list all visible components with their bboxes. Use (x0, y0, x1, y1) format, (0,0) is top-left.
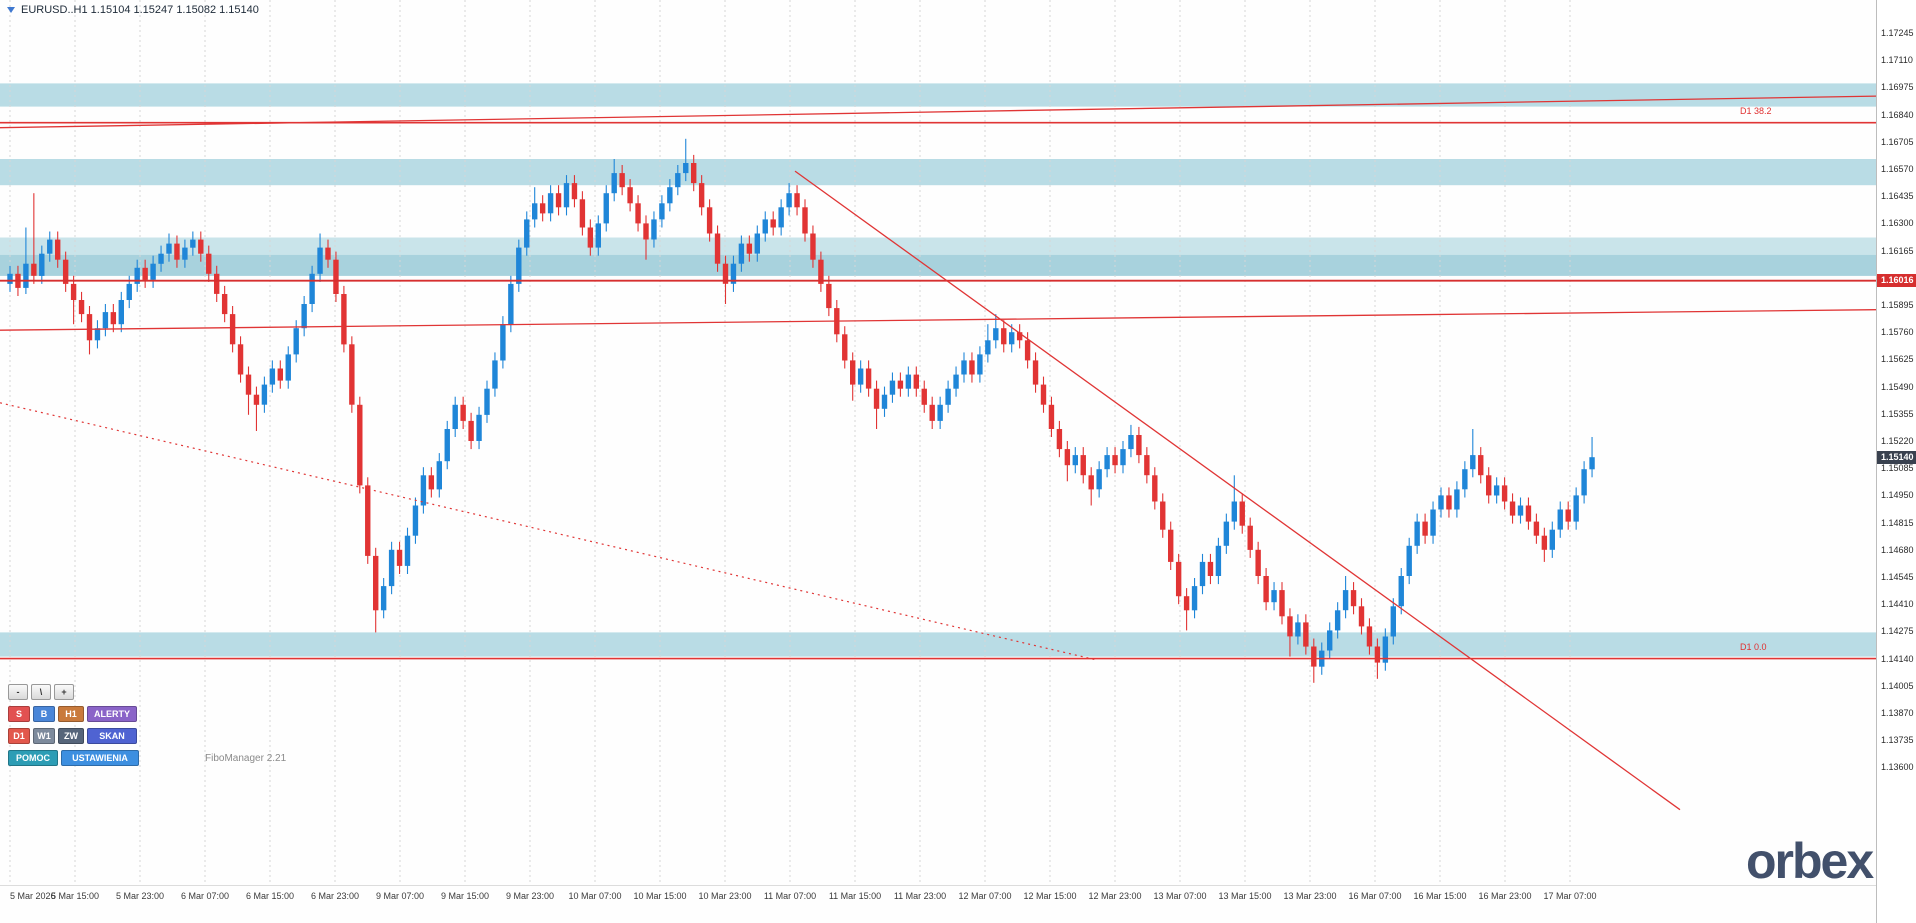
price-axis-label: 1.15220 (1881, 436, 1914, 446)
price-axis-label: 1.16435 (1881, 191, 1914, 201)
time-axis-label: 5 Mar 2026 (10, 891, 56, 901)
buy-button[interactable]: B (33, 706, 55, 722)
scan-button[interactable]: SKAN (87, 728, 137, 744)
support-resistance-zone (0, 237, 1876, 255)
support-resistance-zone (0, 254, 1876, 276)
price-axis-label: 1.15625 (1881, 354, 1914, 364)
fibomanager-version-label: FiboManager 2.21 (205, 753, 287, 764)
time-axis-label: 16 Mar 15:00 (1413, 891, 1467, 901)
alert-price-badge: 1.16016 (1877, 274, 1916, 287)
fib-level-label: D1 38.2 (1740, 106, 1772, 116)
price-axis-label: 1.16165 (1881, 246, 1914, 256)
time-axis-label: 13 Mar 07:00 (1153, 891, 1207, 901)
price-axis-label: 1.13735 (1881, 735, 1914, 745)
chart-toolbar: - \ + S B H1 ALERTY D1 W1 ZW SKAN POMOC USTAWIENIA (8, 684, 139, 766)
time-axis-label: 11 Mar 07:00 (763, 891, 817, 901)
timeframe-d1-button[interactable]: D1 (8, 728, 30, 744)
time-axis-label: 11 Mar 15:00 (828, 891, 882, 901)
price-axis-label: 1.16840 (1881, 110, 1914, 120)
price-axis[interactable]: 1.15140 1.16016 1.17245 1.17110 1.16975 1.1… (1876, 0, 1916, 923)
mid-trendline[interactable] (0, 309, 1876, 331)
descending-dotted-line[interactable] (0, 402, 1096, 661)
descending-trendline[interactable] (794, 170, 1681, 811)
time-axis-label: 6 Mar 15:00 (245, 891, 295, 901)
upper-trendline[interactable] (0, 95, 1876, 129)
line-tool-button[interactable]: \ (31, 684, 51, 700)
time-axis-label: 13 Mar 23:00 (1283, 891, 1337, 901)
time-axis-label: 10 Mar 15:00 (633, 891, 687, 901)
time-axis-label: 10 Mar 23:00 (698, 891, 752, 901)
zoom-in-button[interactable]: + (54, 684, 74, 700)
price-axis-label: 1.17245 (1881, 28, 1914, 38)
timeframe-w1-button[interactable]: W1 (33, 728, 55, 744)
settings-button[interactable]: USTAWIENIA (61, 750, 139, 766)
price-axis-label: 1.16705 (1881, 137, 1914, 147)
symbol-info: EURUSD..H1 1.15104 1.15247 1.15082 1.151… (7, 4, 259, 16)
time-axis-label: 13 Mar 15:00 (1218, 891, 1272, 901)
price-axis-label: 1.15355 (1881, 409, 1914, 419)
time-axis-label: 9 Mar 07:00 (375, 891, 425, 901)
support-resistance-zone (0, 159, 1876, 186)
price-axis-label: 1.13600 (1881, 762, 1914, 772)
price-axis-label: 1.16570 (1881, 164, 1914, 174)
symbol-dropdown-icon[interactable] (7, 7, 15, 13)
price-axis-label: 1.13870 (1881, 708, 1914, 718)
time-axis-label: 11 Mar 23:00 (893, 891, 947, 901)
price-axis-label: 1.14680 (1881, 545, 1914, 555)
price-axis-label: 1.14005 (1881, 681, 1914, 691)
price-axis-label: 1.16300 (1881, 218, 1914, 228)
time-axis-label: 5 Mar 15:00 (50, 891, 100, 901)
price-axis-label: 1.14545 (1881, 572, 1914, 582)
candles-layer (7, 138, 1595, 683)
time-axis-label: 9 Mar 15:00 (440, 891, 490, 901)
time-axis-label: 12 Mar 07:00 (958, 891, 1012, 901)
price-axis-label: 1.14410 (1881, 599, 1914, 609)
current-price-badge: 1.15140 (1877, 451, 1916, 464)
time-axis-label: 10 Mar 07:00 (568, 891, 622, 901)
price-axis-label: 1.15760 (1881, 327, 1914, 337)
time-axis-label: 12 Mar 23:00 (1088, 891, 1142, 901)
time-axis-label: 16 Mar 07:00 (1348, 891, 1402, 901)
price-axis-label: 1.14140 (1881, 654, 1914, 664)
candlestick-chart[interactable] (0, 0, 1876, 886)
orbex-logo: orbex (1746, 833, 1874, 889)
time-axis: 5 Mar 2026 5 Mar 15:00 5 Mar 23:00 6 Mar 07… (0, 891, 1876, 907)
price-axis-label: 1.16975 (1881, 82, 1914, 92)
time-axis-label: 9 Mar 23:00 (505, 891, 555, 901)
time-axis-label: 12 Mar 15:00 (1023, 891, 1077, 901)
price-axis-label: 1.14950 (1881, 490, 1914, 500)
time-axis-label: 16 Mar 23:00 (1478, 891, 1532, 901)
sell-button[interactable]: S (8, 706, 30, 722)
zoom-out-button[interactable]: - (8, 684, 28, 700)
chart-region: EURUSD..H1 1.15104 1.15247 1.15082 1.151… (0, 0, 1876, 907)
timeframe-h1-button[interactable]: H1 (58, 706, 84, 722)
price-axis-label: 1.15490 (1881, 382, 1914, 392)
alerts-button[interactable]: ALERTY (87, 706, 137, 722)
price-axis-label: 1.15085 (1881, 463, 1914, 473)
price-axis-label: 1.17110 (1881, 55, 1913, 65)
fib-level-label: D1 0.0 (1740, 642, 1767, 652)
price-axis-label: 1.15895 (1881, 300, 1914, 310)
time-axis-label: 6 Mar 23:00 (310, 891, 360, 901)
time-axis-label: 6 Mar 07:00 (180, 891, 230, 901)
support-resistance-zone (0, 83, 1876, 107)
time-axis-label: 5 Mar 23:00 (115, 891, 165, 901)
price-axis-label: 1.14275 (1881, 626, 1914, 636)
symbol-ohlc-text: EURUSD..H1 1.15104 1.15247 1.15082 1.151… (21, 4, 259, 16)
support-resistance-zone (0, 632, 1876, 657)
zw-button[interactable]: ZW (58, 728, 84, 744)
time-axis-label: 17 Mar 07:00 (1543, 891, 1597, 901)
price-axis-label: 1.14815 (1881, 518, 1914, 528)
help-button[interactable]: POMOC (8, 750, 58, 766)
